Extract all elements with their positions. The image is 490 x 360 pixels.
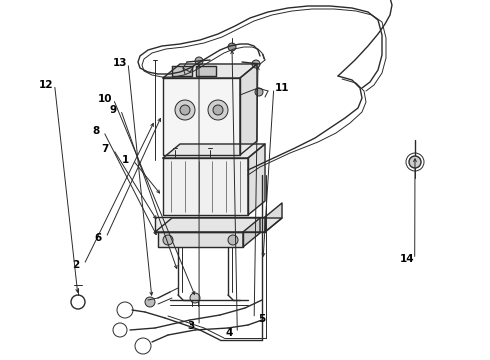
Polygon shape: [163, 144, 265, 158]
Polygon shape: [172, 66, 192, 76]
Text: 8: 8: [92, 126, 99, 136]
Text: 4: 4: [225, 328, 233, 338]
Polygon shape: [196, 66, 216, 76]
Text: 14: 14: [399, 254, 414, 264]
Circle shape: [163, 235, 173, 245]
Text: 3: 3: [188, 321, 195, 331]
Polygon shape: [265, 203, 282, 232]
Circle shape: [252, 60, 260, 68]
Circle shape: [409, 156, 421, 168]
Circle shape: [208, 100, 228, 120]
Text: 6: 6: [95, 233, 101, 243]
Circle shape: [213, 105, 223, 115]
Circle shape: [255, 88, 263, 96]
Polygon shape: [158, 232, 243, 247]
Text: 7: 7: [101, 144, 109, 154]
Circle shape: [228, 43, 236, 51]
Text: 10: 10: [98, 94, 113, 104]
Circle shape: [145, 297, 155, 307]
Text: 9: 9: [109, 105, 116, 115]
Circle shape: [195, 57, 203, 65]
Circle shape: [228, 235, 238, 245]
Polygon shape: [155, 217, 265, 232]
Text: 11: 11: [274, 83, 289, 93]
Text: 5: 5: [259, 314, 266, 324]
Circle shape: [180, 105, 190, 115]
Polygon shape: [240, 64, 257, 155]
Text: 12: 12: [39, 80, 54, 90]
Polygon shape: [243, 218, 260, 247]
Circle shape: [190, 293, 200, 303]
Text: 13: 13: [113, 58, 127, 68]
Polygon shape: [163, 64, 257, 78]
Text: 1: 1: [122, 155, 128, 165]
Text: 2: 2: [73, 260, 79, 270]
Polygon shape: [155, 218, 282, 232]
Circle shape: [175, 100, 195, 120]
Polygon shape: [163, 78, 240, 155]
Polygon shape: [248, 144, 265, 215]
Polygon shape: [163, 158, 248, 215]
